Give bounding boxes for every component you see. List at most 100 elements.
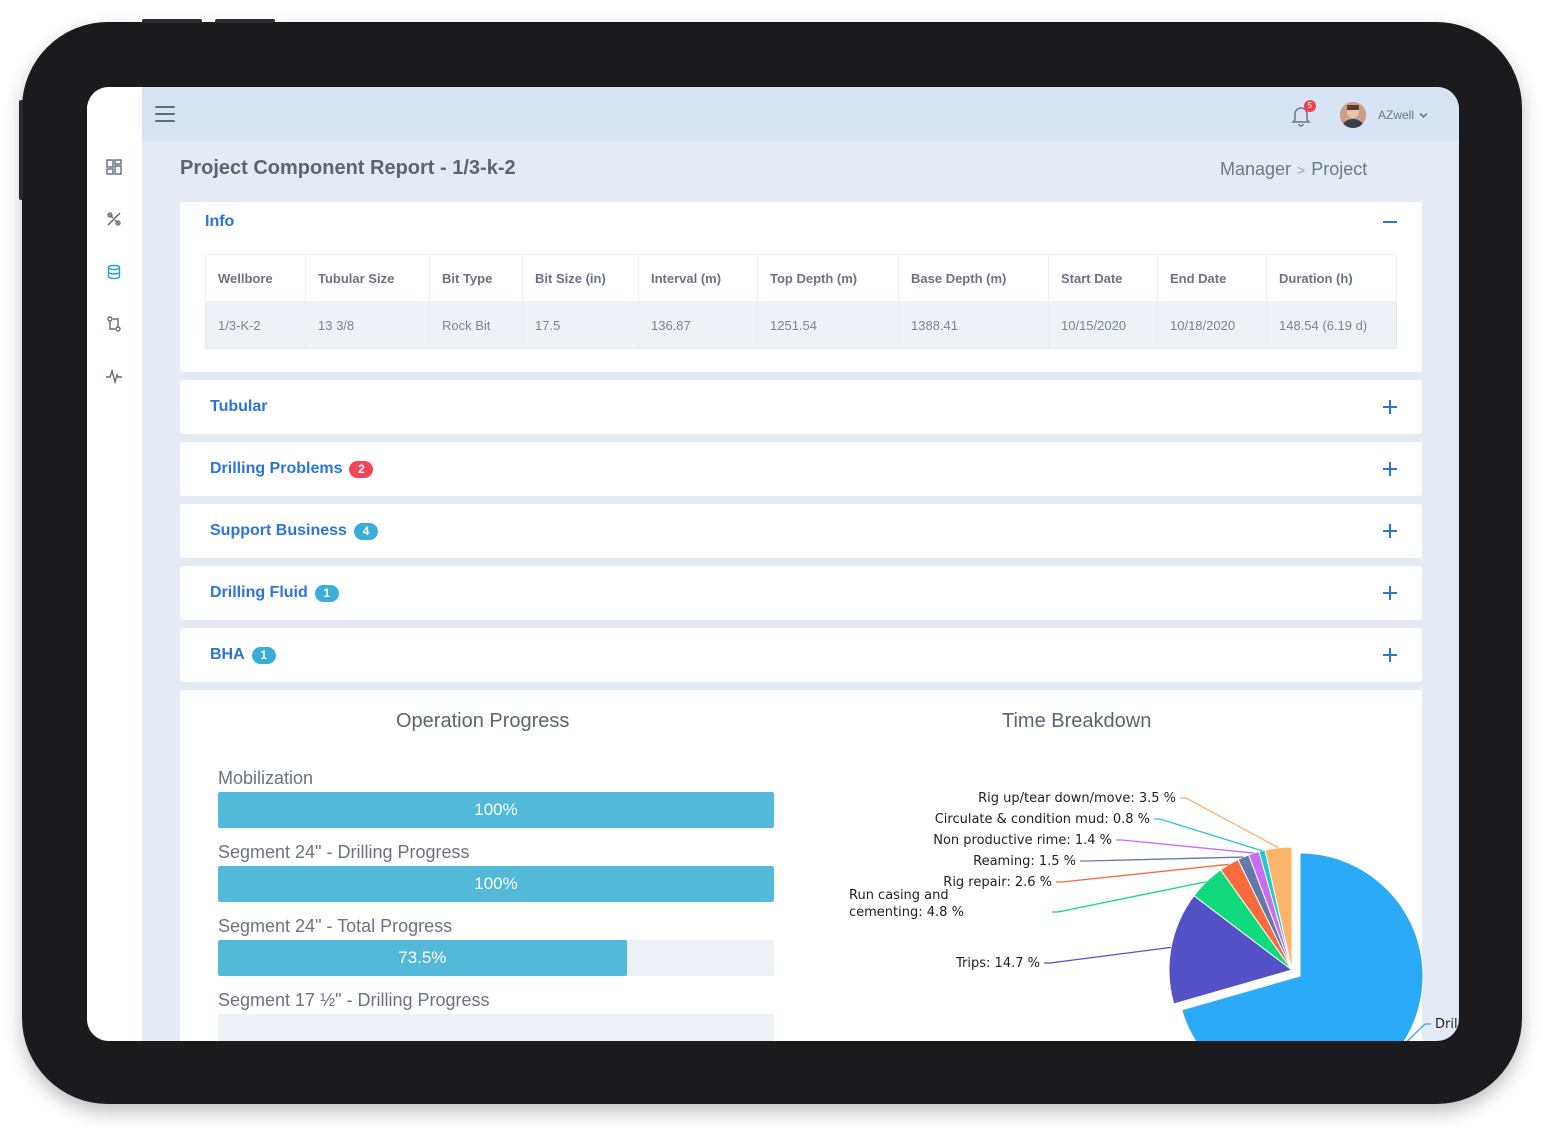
col-bit-type: Bit Type: [429, 254, 523, 302]
pie-connector: [1052, 881, 1207, 913]
collapse-info-button[interactable]: [1382, 214, 1398, 230]
info-card: Info Wellbore Tubular Size Bit Type Bit …: [180, 202, 1422, 372]
section-support-business[interactable]: Support Business 4: [180, 504, 1422, 558]
chevron-down-icon: [1419, 112, 1428, 119]
device-button-side: [19, 100, 23, 200]
breadcrumb-chevron-icon: >: [1297, 162, 1306, 178]
progress-fill: 100%: [218, 866, 774, 902]
pie-label: Reaming: 1.5 %: [973, 854, 1076, 869]
col-base-depth: Base Depth (m): [898, 254, 1049, 302]
pie-connector: [1044, 946, 1172, 964]
pie-label: Trips: 14.7 %: [955, 956, 1040, 971]
progress-bar-segment-17-drilling: [218, 1014, 774, 1041]
menu-icon[interactable]: [155, 106, 175, 122]
minus-icon: [1383, 221, 1397, 223]
cell-start-date: 10/15/2020: [1048, 301, 1158, 349]
activity-icon[interactable]: [104, 366, 124, 386]
breadcrumb-project: Project: [1311, 159, 1368, 179]
section-title: BHA 1: [210, 646, 276, 664]
progress-label: Segment 17 ½" - Drilling Progress: [218, 990, 490, 1010]
progress-fill: 73.5%: [218, 940, 627, 976]
cell-top-depth: 1251.54: [757, 301, 899, 349]
expand-drilling-fluid-button[interactable]: [1382, 585, 1398, 601]
progress-label: Segment 24" - Total Progress: [218, 916, 453, 936]
time-breakdown-pie-chart: Drilling: 70.2 % Trips: 14.7 % Run casing …: [849, 791, 1459, 1041]
col-wellbore: Wellbore: [205, 254, 306, 302]
table-row: 1/3-K-2 13 3/8 Rock Bit 17.5 136.87 1251…: [205, 301, 1397, 349]
col-tubular-size: Tubular Size: [305, 254, 430, 302]
page-title: Project Component Report - 1/3-k-2: [180, 157, 516, 179]
pie-connector: [1116, 839, 1254, 854]
section-bha[interactable]: BHA 1: [180, 628, 1422, 682]
pie-slice[interactable]: [1181, 852, 1424, 1041]
info-table-header: Wellbore Tubular Size Bit Type Bit Size …: [205, 254, 1397, 302]
pie-label: Non productive rime: 1.4 %: [933, 833, 1112, 848]
sidebar: [87, 87, 143, 1041]
col-top-depth: Top Depth (m): [757, 254, 899, 302]
pie-label: Circulate & condition mud: 0.8 %: [935, 812, 1150, 827]
section-title: Support Business 4: [210, 522, 378, 540]
notification-count-badge: 5: [1304, 100, 1316, 112]
dashboard-icon[interactable]: [104, 157, 124, 177]
col-bit-size: Bit Size (in): [522, 254, 639, 302]
operation-progress-title: Operation Progress: [396, 710, 570, 732]
breadcrumb: Manager > Project: [1220, 159, 1367, 180]
pie-connector: [1056, 863, 1230, 883]
progress-chart-card: Operation Progress Mobilization 100% Seg…: [180, 690, 1459, 1041]
progress-bar-mobilization: 100%: [218, 792, 774, 828]
pie-slice[interactable]: [1264, 846, 1293, 971]
count-badge: 1: [251, 646, 276, 664]
col-end-date: End Date: [1157, 254, 1267, 302]
col-start-date: Start Date: [1048, 254, 1158, 302]
cell-bit-size: 17.5: [522, 301, 639, 349]
cell-end-date: 10/18/2020: [1157, 301, 1267, 349]
count-badge: 4: [353, 522, 378, 540]
avatar[interactable]: [1340, 102, 1366, 128]
cell-duration: 148.54 (6.19 d): [1266, 301, 1397, 349]
pie-label: Rig up/tear down/move: 3.5 %: [978, 791, 1176, 806]
expand-tubular-button[interactable]: [1382, 399, 1398, 415]
col-duration: Duration (h): [1266, 254, 1397, 302]
progress-bar-segment-24-drilling: 100%: [218, 866, 774, 902]
cell-interval: 136.87: [638, 301, 758, 349]
section-title: Drilling Problems 2: [210, 460, 374, 478]
database-icon[interactable]: [104, 262, 124, 282]
user-menu[interactable]: AZwell: [1378, 108, 1428, 122]
pie-connector: [1406, 1023, 1431, 1041]
tools-icon[interactable]: [104, 209, 124, 229]
cell-wellbore: 1/3-K-2: [205, 301, 306, 349]
count-badge: 1: [314, 584, 339, 602]
cell-bit-type: Rock Bit: [429, 301, 523, 349]
expand-bha-button[interactable]: [1382, 647, 1398, 663]
info-title[interactable]: Info: [205, 213, 235, 230]
expand-support-business-button[interactable]: [1382, 523, 1398, 539]
pie-label: Run casing and cementing: 4.8 %: [849, 888, 964, 920]
pie-label: Rig repair: 2.6 %: [943, 875, 1052, 890]
app-screen: 5 AZwell Project Component Report - 1/3-…: [87, 87, 1459, 1041]
section-drilling-problems[interactable]: Drilling Problems 2: [180, 442, 1422, 496]
progress-label: Segment 24" - Drilling Progress: [218, 842, 470, 862]
breadcrumb-manager[interactable]: Manager: [1220, 159, 1292, 179]
git-compare-icon[interactable]: [104, 314, 124, 334]
cell-tubular-size: 13 3/8: [305, 301, 430, 349]
pie-connector: [1154, 818, 1263, 852]
top-bar: 5 AZwell: [142, 87, 1459, 141]
section-tubular[interactable]: Tubular: [180, 380, 1422, 434]
device-button-top: [142, 19, 202, 23]
pie-connector: [1180, 797, 1279, 849]
user-name: AZwell: [1378, 108, 1415, 122]
pie-label: Drilling: 70.2 %: [1435, 1017, 1459, 1032]
section-title: Drilling Fluid 1: [210, 584, 339, 602]
device-button-top-2: [215, 19, 275, 23]
col-interval: Interval (m): [638, 254, 758, 302]
expand-drilling-problems-button[interactable]: [1382, 461, 1398, 477]
pie-slice[interactable]: [1168, 894, 1294, 1005]
cell-base-depth: 1388.41: [898, 301, 1049, 349]
progress-bar-segment-24-total: 73.5%: [218, 940, 774, 976]
section-drilling-fluid[interactable]: Drilling Fluid 1: [180, 566, 1422, 620]
notification-bell-icon[interactable]: [1291, 105, 1313, 127]
info-table: Wellbore Tubular Size Bit Type Bit Size …: [205, 254, 1397, 349]
progress-label: Mobilization: [218, 768, 314, 788]
section-title: Tubular: [210, 398, 268, 415]
time-breakdown-title: Time Breakdown: [1002, 710, 1152, 732]
